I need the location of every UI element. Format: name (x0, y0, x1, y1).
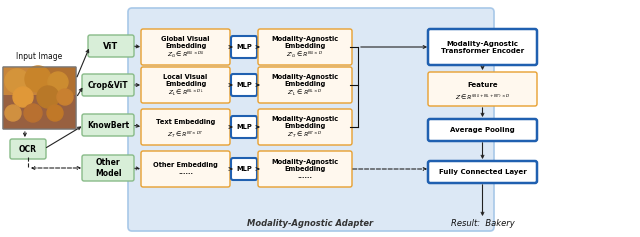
Text: Modality-Agnostic
Embedding: Modality-Agnostic Embedding (271, 116, 339, 129)
FancyBboxPatch shape (231, 158, 257, 180)
Text: KnowBert: KnowBert (87, 120, 129, 129)
FancyBboxPatch shape (10, 139, 46, 159)
Text: ViT: ViT (104, 41, 118, 50)
Text: Text Embedding: Text Embedding (156, 119, 215, 125)
Text: Modality-Agnostic
Embedding: Modality-Agnostic Embedding (271, 74, 339, 87)
FancyBboxPatch shape (231, 116, 257, 138)
FancyBboxPatch shape (88, 35, 134, 57)
Text: Fully Connected Layer: Fully Connected Layer (438, 169, 526, 175)
FancyBboxPatch shape (141, 151, 230, 187)
Text: $Z_T \in \mathbb{R}^{N_T \times D_T}$: $Z_T \in \mathbb{R}^{N_T \times D_T}$ (167, 130, 204, 140)
FancyBboxPatch shape (82, 74, 134, 96)
Circle shape (13, 87, 33, 107)
Text: MLP: MLP (236, 44, 252, 50)
FancyBboxPatch shape (82, 155, 134, 181)
Bar (40, 67, 76, 101)
Circle shape (57, 89, 73, 105)
Text: Result:  Bakery: Result: Bakery (451, 219, 515, 228)
Circle shape (5, 105, 21, 121)
Text: Global Visual
Embedding: Global Visual Embedding (161, 36, 210, 49)
FancyBboxPatch shape (258, 29, 352, 65)
Text: $Z_L \in \mathbb{R}^{N_L \times D_L}$: $Z_L \in \mathbb{R}^{N_L \times D_L}$ (168, 88, 204, 98)
Text: Modality-Agnostic Adapter: Modality-Agnostic Adapter (247, 219, 373, 228)
Text: Crop&ViT: Crop&ViT (88, 81, 128, 90)
FancyBboxPatch shape (428, 72, 537, 106)
Text: Modality-Agnostic
Transformer Encoder: Modality-Agnostic Transformer Encoder (441, 41, 524, 54)
Text: OCR: OCR (19, 145, 37, 154)
FancyBboxPatch shape (258, 67, 352, 103)
Text: Modality-Agnostic
Embedding
......: Modality-Agnostic Embedding ...... (271, 159, 339, 179)
Text: $Z'_G \in \mathbb{R}^{N_G \times D}$: $Z'_G \in \mathbb{R}^{N_G \times D}$ (287, 50, 324, 60)
FancyBboxPatch shape (231, 36, 257, 58)
Text: Feature: Feature (467, 82, 498, 88)
Text: Input Image: Input Image (17, 52, 63, 61)
Text: $Z_G \in \mathbb{R}^{N_G \times D_G}$: $Z_G \in \mathbb{R}^{N_G \times D_G}$ (166, 50, 204, 60)
FancyBboxPatch shape (3, 67, 76, 129)
FancyBboxPatch shape (141, 67, 230, 103)
Circle shape (37, 86, 59, 108)
FancyBboxPatch shape (141, 109, 230, 145)
Text: $Z \in \mathbb{R}^{(N_G+ N_L+N_T) \times D}$: $Z \in \mathbb{R}^{(N_G+ N_L+N_T) \times… (455, 92, 510, 102)
Text: Other
Model: Other Model (95, 158, 121, 178)
FancyBboxPatch shape (428, 29, 537, 65)
Text: Modality-Agnostic
Embedding: Modality-Agnostic Embedding (271, 36, 339, 49)
Text: $Z'_T \in \mathbb{R}^{N_T \times D}$: $Z'_T \in \mathbb{R}^{N_T \times D}$ (287, 130, 323, 140)
FancyBboxPatch shape (231, 74, 257, 96)
FancyBboxPatch shape (141, 29, 230, 65)
Circle shape (5, 69, 29, 93)
Bar (3, 95, 76, 129)
FancyBboxPatch shape (258, 109, 352, 145)
Text: Average Pooling: Average Pooling (450, 127, 515, 133)
FancyBboxPatch shape (82, 114, 134, 136)
Circle shape (47, 105, 63, 121)
FancyBboxPatch shape (128, 8, 494, 231)
Circle shape (48, 72, 68, 92)
Text: MLP: MLP (236, 124, 252, 130)
Bar (3, 67, 43, 101)
Text: $Z'_L \in \mathbb{R}^{N_L \times D}$: $Z'_L \in \mathbb{R}^{N_L \times D}$ (287, 88, 323, 98)
Text: MLP: MLP (236, 166, 252, 172)
Circle shape (25, 66, 51, 92)
FancyBboxPatch shape (258, 151, 352, 187)
Text: Other Embedding
......: Other Embedding ...... (153, 163, 218, 176)
FancyBboxPatch shape (428, 161, 537, 183)
Circle shape (24, 104, 42, 122)
Text: Local Visual
Embedding: Local Visual Embedding (163, 74, 207, 87)
Text: MLP: MLP (236, 82, 252, 88)
FancyBboxPatch shape (428, 119, 537, 141)
